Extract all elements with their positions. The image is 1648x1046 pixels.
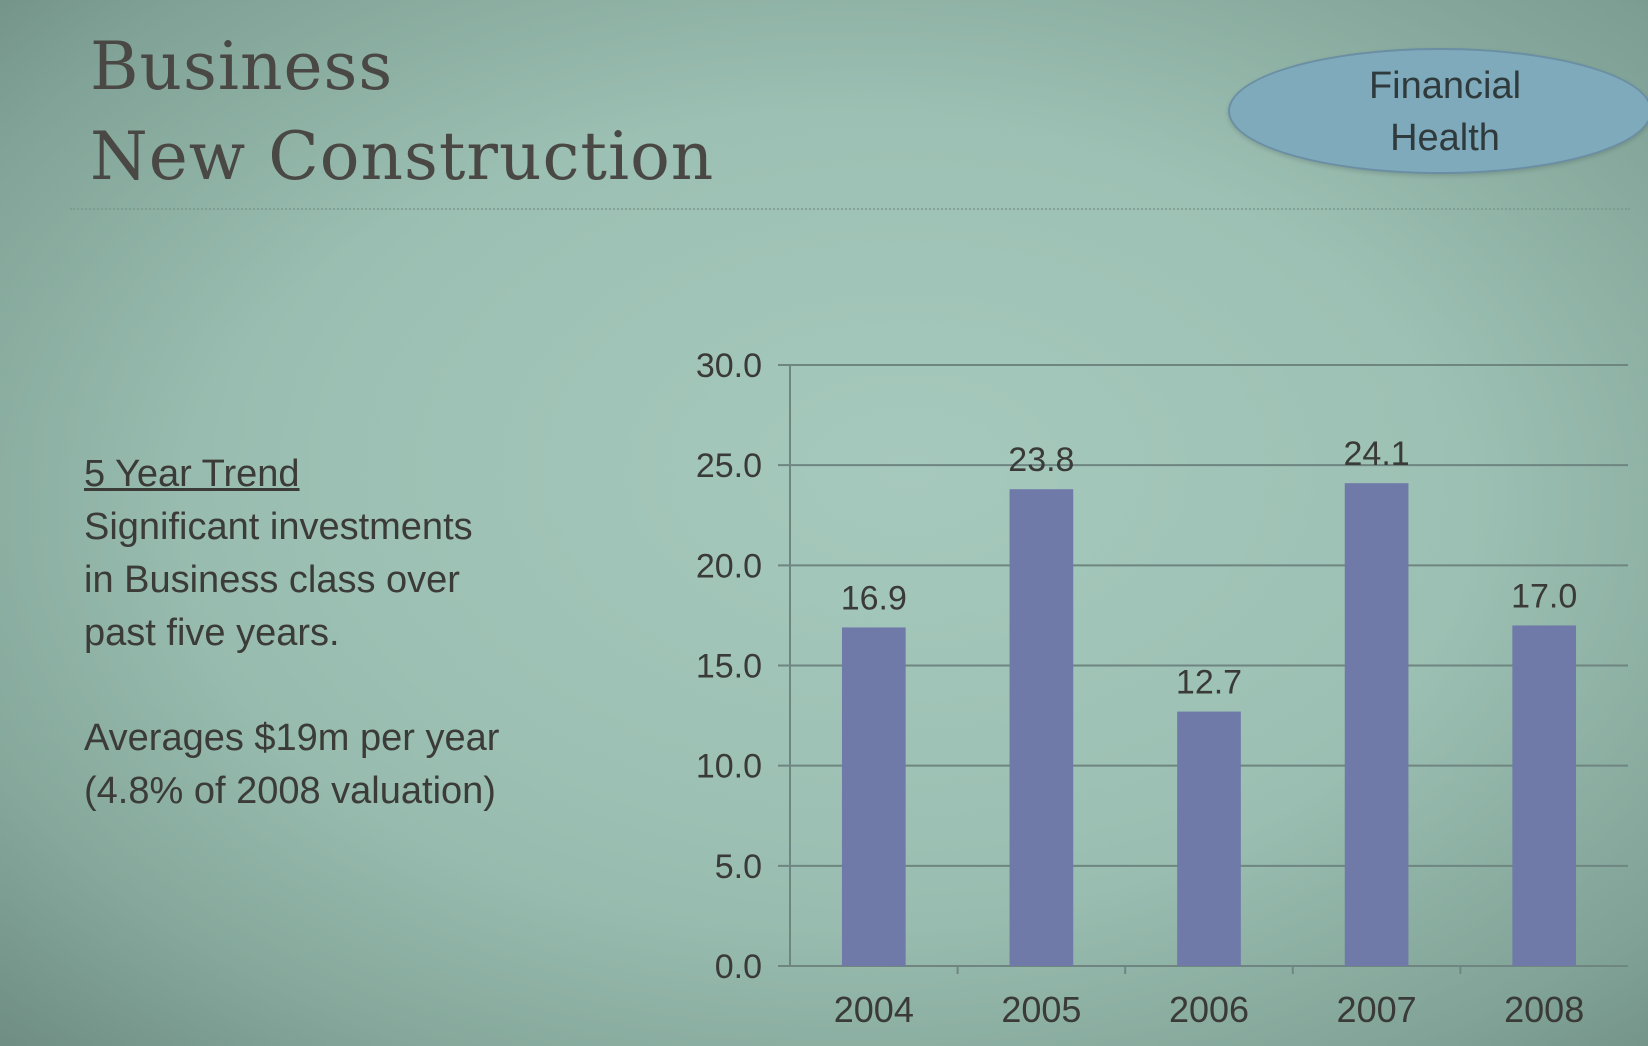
financial-health-badge [1228, 48, 1648, 174]
x-axis-categories: 2004 2005 2006 2007 2008 [834, 989, 1584, 1030]
y-tick-label: 30.0 [696, 347, 762, 385]
y-tick-label: 15.0 [696, 648, 762, 686]
data-label-2006: 12.7 [1176, 664, 1242, 702]
badge-label-line1: Financial [1368, 65, 1522, 107]
y-axis-ticks: 0.0 5.0 10.0 15.0 20.0 25.0 30.0 [696, 347, 762, 986]
slide-title: Business New Construction [90, 22, 714, 202]
bar-2006 [1177, 711, 1241, 966]
bar-2005 [1009, 489, 1074, 966]
slide-title-line1: Business [90, 28, 394, 105]
trend-heading: 5 Year Trend [84, 453, 300, 495]
data-labels: 16.9 23.8 12.7 24.1 17.0 [841, 435, 1578, 701]
bars [841, 483, 1577, 966]
bar-2004 [841, 627, 906, 966]
y-tick-label: 20.0 [696, 547, 762, 585]
data-label-2005: 23.8 [1008, 441, 1074, 479]
badge-label-line2: Health [1390, 117, 1500, 159]
x-category-label: 2008 [1504, 989, 1584, 1030]
y-tick-label: 25.0 [696, 447, 762, 485]
y-tick-label: 10.0 [696, 748, 762, 786]
title-divider [70, 208, 1630, 210]
x-category-label: 2007 [1337, 989, 1417, 1030]
data-label-2004: 16.9 [841, 579, 907, 617]
x-category-label: 2005 [1001, 989, 1081, 1030]
bar-2007 [1344, 483, 1409, 966]
trend-description: 5 Year Trend Significant investments in … [84, 448, 504, 818]
data-label-2007: 24.1 [1344, 435, 1410, 473]
slide-title-line2: New Construction [90, 118, 715, 195]
y-tick-label: 5.0 [715, 848, 762, 886]
data-label-2008: 17.0 [1511, 577, 1577, 615]
bar-2008 [1512, 625, 1577, 966]
x-category-label: 2006 [1169, 989, 1249, 1030]
x-category-label: 2004 [834, 989, 914, 1030]
y-tick-label: 0.0 [715, 948, 762, 986]
trend-paragraph-investments: Significant investments in Business clas… [84, 506, 473, 654]
badge-label: Financial Health [1290, 60, 1600, 164]
trend-paragraph-average: Averages $19m per year (4.8% of 2008 val… [84, 717, 500, 812]
